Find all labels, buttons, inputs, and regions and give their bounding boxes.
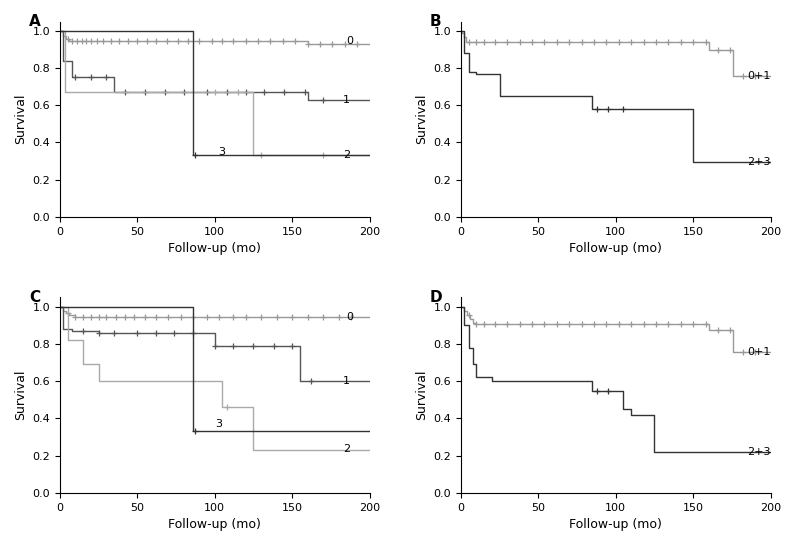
Y-axis label: Survival: Survival	[415, 370, 428, 420]
Text: C: C	[29, 290, 40, 305]
Text: 1: 1	[343, 376, 351, 386]
Text: A: A	[29, 14, 41, 29]
Text: 1: 1	[343, 95, 351, 105]
X-axis label: Follow-up (mo): Follow-up (mo)	[169, 242, 262, 255]
Y-axis label: Survival: Survival	[415, 94, 428, 144]
Text: 0: 0	[347, 36, 353, 46]
Text: 2+3: 2+3	[747, 447, 771, 457]
Text: 0+1: 0+1	[747, 71, 770, 81]
Y-axis label: Survival: Survival	[14, 370, 27, 420]
Text: D: D	[430, 290, 443, 305]
Text: 3: 3	[215, 419, 222, 429]
Text: 0+1: 0+1	[747, 347, 770, 358]
Text: B: B	[430, 14, 441, 29]
Text: 2+3: 2+3	[747, 157, 771, 167]
X-axis label: Follow-up (mo): Follow-up (mo)	[569, 242, 662, 255]
Text: 2: 2	[343, 444, 351, 454]
Text: 0: 0	[347, 312, 353, 322]
Text: 3: 3	[218, 147, 225, 157]
Text: 2: 2	[343, 150, 351, 160]
Y-axis label: Survival: Survival	[14, 94, 27, 144]
X-axis label: Follow-up (mo): Follow-up (mo)	[569, 518, 662, 531]
X-axis label: Follow-up (mo): Follow-up (mo)	[169, 518, 262, 531]
